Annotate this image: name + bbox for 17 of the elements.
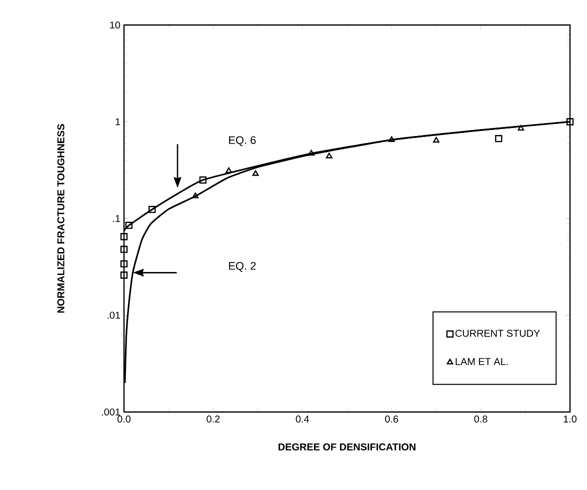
- x-tick-label: 0.4: [296, 416, 310, 423]
- x-tick-label: 0.0: [117, 416, 131, 423]
- x-tick-label: 0.8: [474, 416, 488, 423]
- annotation: EQ. 2: [229, 262, 256, 272]
- y-tick-label: .1: [113, 215, 120, 222]
- x-tick-label: 1.0: [564, 416, 577, 423]
- y-tick-label: 10: [110, 21, 120, 29]
- y-axis-title: NORMALIZED FRACTURE TOUGHNESS: [57, 124, 64, 313]
- x-tick-label: 0.2: [206, 416, 220, 423]
- x-axis-title: DEGREE OF DENSIFICATION: [278, 443, 416, 450]
- legend-label: LAM ET AL.: [456, 358, 508, 365]
- legend-label: CURRENT STUDY: [455, 330, 540, 337]
- y-tick-label: 1: [116, 118, 120, 126]
- y-tick-label: .001: [102, 408, 120, 416]
- annotation: EQ. 6: [229, 136, 256, 146]
- y-tick-label: .01: [108, 312, 120, 319]
- x-tick-label: 0.6: [385, 416, 398, 423]
